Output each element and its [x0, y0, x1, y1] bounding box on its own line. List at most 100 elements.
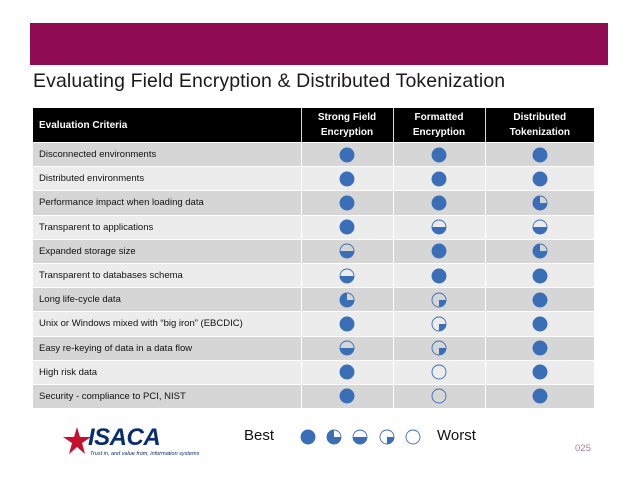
rating-cell	[393, 238, 486, 264]
rating-cell	[485, 238, 594, 264]
rating-full-icon	[431, 268, 447, 284]
table-row: Security - compliance to PCI, NIST	[33, 383, 594, 409]
rating-full-icon	[532, 292, 548, 308]
rating-cell	[301, 166, 394, 191]
criteria-label: Security - compliance to PCI, NIST	[33, 383, 302, 409]
slide-title: Evaluating Field Encryption & Distribute…	[33, 70, 506, 92]
rating-cell	[485, 311, 594, 336]
rating-cell	[393, 383, 486, 409]
rating-cell	[301, 311, 394, 336]
rating-full-icon	[532, 340, 548, 356]
rating-full-icon	[339, 388, 355, 404]
rating-cell	[393, 335, 486, 361]
criteria-label: Disconnected environments	[33, 141, 302, 167]
criteria-label: Transparent to databases schema	[33, 262, 302, 288]
rating-cell	[393, 311, 486, 336]
criteria-label: Easy re-keying of data in a data flow	[33, 335, 302, 361]
rating-cell	[393, 141, 486, 167]
rating-full-icon	[532, 364, 548, 380]
rating-half-icon	[339, 268, 355, 284]
legend-half-icon	[352, 429, 368, 445]
rating-cell	[393, 166, 486, 191]
legend-empty-icon	[405, 429, 421, 445]
rating-cell	[485, 335, 594, 361]
rating-full-icon	[339, 171, 355, 187]
legend-three-quarter-icon	[326, 429, 342, 445]
rating-half-icon	[431, 219, 447, 235]
rating-cell	[301, 238, 394, 264]
table-header-row: Evaluation Criteria Strong Field Encrypt…	[33, 108, 594, 143]
criteria-label: Performance impact when loading data	[33, 190, 302, 216]
rating-three-quarter-icon	[532, 243, 548, 259]
rating-cell	[485, 141, 594, 167]
rating-cell	[301, 335, 394, 361]
rating-quarter-icon	[431, 340, 447, 356]
rating-full-icon	[532, 268, 548, 284]
rating-full-icon	[431, 243, 447, 259]
table-row: Transparent to applications	[33, 214, 594, 240]
rating-half-icon	[339, 243, 355, 259]
criteria-label: Unix or Windows mixed with “big iron” (E…	[33, 311, 302, 336]
rating-cell	[485, 287, 594, 312]
table-row: High risk data	[33, 359, 594, 385]
rating-cell	[393, 214, 486, 240]
header-criteria: Evaluation Criteria	[33, 108, 302, 143]
table-row: Unix or Windows mixed with “big iron” (E…	[33, 311, 594, 336]
legend-full-icon	[300, 429, 316, 445]
rating-full-icon	[532, 147, 548, 163]
rating-full-icon	[339, 364, 355, 380]
criteria-label: Long life-cycle data	[33, 287, 302, 312]
rating-cell	[393, 190, 486, 216]
criteria-label: Expanded storage size	[33, 238, 302, 264]
table-row: Expanded storage size	[33, 238, 594, 264]
header-banner	[30, 23, 608, 65]
logo-tagline: Trust in, and value from, information sy…	[90, 451, 200, 457]
rating-cell	[393, 262, 486, 288]
rating-cell	[393, 359, 486, 385]
rating-full-icon	[532, 171, 548, 187]
rating-full-icon	[431, 147, 447, 163]
rating-cell	[301, 262, 394, 288]
evaluation-table: Evaluation Criteria Strong Field Encrypt…	[33, 108, 594, 409]
logo-wordmark: ISACA	[88, 424, 161, 451]
rating-cell	[485, 383, 594, 409]
logo-star-icon	[63, 427, 91, 454]
rating-full-icon	[532, 316, 548, 332]
criteria-label: High risk data	[33, 359, 302, 385]
header-formatted-encryption: Formatted Encryption	[393, 108, 486, 143]
table-row: Performance impact when loading data	[33, 190, 594, 216]
rating-cell	[301, 359, 394, 385]
criteria-label: Distributed environments	[33, 166, 302, 191]
legend-quarter-icon	[379, 429, 395, 445]
criteria-label: Transparent to applications	[33, 214, 302, 240]
rating-half-icon	[532, 219, 548, 235]
rating-legend: Best Worst	[0, 426, 638, 450]
rating-full-icon	[532, 388, 548, 404]
rating-full-icon	[339, 219, 355, 235]
rating-full-icon	[431, 171, 447, 187]
rating-cell	[485, 359, 594, 385]
isaca-logo: ISACA Trust in, and value from, informat…	[62, 424, 199, 464]
rating-full-icon	[339, 195, 355, 211]
rating-full-icon	[339, 147, 355, 163]
rating-cell	[301, 287, 394, 312]
legend-worst-label: Worst	[437, 427, 476, 444]
rating-cell	[301, 214, 394, 240]
rating-quarter-icon	[431, 292, 447, 308]
legend-best-label: Best	[244, 427, 275, 444]
rating-cell	[485, 214, 594, 240]
table-row: Easy re-keying of data in a data flow	[33, 335, 594, 361]
rating-empty-icon	[431, 364, 447, 380]
table-row: Disconnected environments	[33, 141, 594, 167]
header-distributed-tokenization: Distributed Tokenization	[485, 108, 594, 143]
rating-empty-icon	[431, 388, 447, 404]
rating-three-quarter-icon	[532, 195, 548, 211]
rating-cell	[485, 190, 594, 216]
rating-cell	[301, 383, 394, 409]
header-strong-field-encryption: Strong Field Encryption	[301, 108, 394, 143]
rating-cell	[301, 190, 394, 216]
rating-full-icon	[339, 316, 355, 332]
rating-cell	[485, 166, 594, 191]
page-number: 025	[575, 443, 591, 454]
rating-full-icon	[431, 195, 447, 211]
